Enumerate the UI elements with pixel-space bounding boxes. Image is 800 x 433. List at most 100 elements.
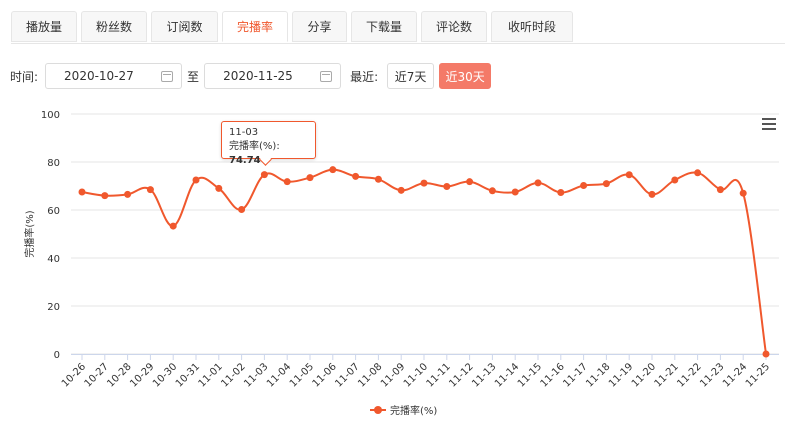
end-date-input[interactable]: 2020-11-25 [204, 63, 342, 89]
y-tick-label: 0 [54, 350, 60, 361]
date-filter-bar: 时间: 2020-10-27 至 2020-11-25 最近: 近7天 近30天 [10, 62, 492, 90]
x-tick-label: 11-17 [561, 361, 589, 389]
x-tick-label: 11-24 [721, 361, 749, 389]
data-point [488, 187, 496, 195]
data-point [192, 176, 200, 184]
x-tick-label: 11-18 [584, 361, 612, 389]
x-tick-label: 10-31 [174, 361, 202, 389]
x-tick-label: 10-28 [105, 361, 133, 389]
y-tick-label: 100 [41, 110, 60, 121]
data-point [511, 188, 519, 196]
data-point [238, 206, 246, 214]
x-tick-label: 10-30 [151, 361, 179, 389]
last-30-days-button[interactable]: 近30天 [439, 63, 492, 89]
start-date-input[interactable]: 2020-10-27 [45, 63, 183, 89]
x-tick-label: 11-04 [265, 361, 293, 389]
tooltip-date: 11-03 [229, 127, 259, 138]
to-label: 至 [187, 69, 200, 84]
data-point [602, 180, 610, 188]
recent-label: 最近: [350, 69, 379, 84]
tab-2[interactable]: 粉丝数 [81, 11, 147, 42]
x-tick-label: 11-23 [698, 361, 726, 389]
x-tick-label: 11-06 [311, 361, 339, 389]
x-tick-label: 11-19 [607, 361, 635, 389]
x-tick-label: 11-10 [402, 361, 430, 389]
x-tick-label: 11-21 [653, 361, 681, 389]
x-tick-label: 11-03 [242, 361, 270, 389]
x-tick-label: 11-07 [333, 361, 361, 389]
last-7-days-button[interactable]: 近7天 [387, 63, 435, 89]
data-point [101, 192, 109, 200]
data-point [215, 184, 223, 192]
x-tick-label: 11-05 [288, 361, 316, 389]
data-point [169, 222, 177, 230]
data-point [146, 186, 154, 194]
data-point [78, 188, 86, 196]
tab-5[interactable]: 分享 [292, 11, 347, 42]
y-tick-label: 20 [47, 302, 60, 313]
x-tick-label: 11-16 [539, 361, 567, 389]
tab-3[interactable]: 订阅数 [151, 11, 218, 42]
completion-rate-chart: 020406080100完播率(%)10-2610-2710-2810-2910… [23, 110, 779, 390]
data-point [694, 169, 702, 177]
tab-8[interactable]: 收听时段 [491, 11, 573, 42]
x-tick-label: 11-14 [493, 361, 521, 389]
y-tick-label: 80 [47, 158, 60, 169]
data-point [443, 182, 451, 190]
start-date-value: 2020-10-27 [64, 69, 134, 83]
x-tick-label: 11-09 [379, 361, 407, 389]
data-point [352, 172, 360, 180]
x-tick-label: 11-01 [197, 361, 225, 389]
data-point [648, 190, 656, 198]
data-point [625, 171, 633, 179]
data-point [580, 182, 588, 190]
x-tick-label: 11-12 [447, 361, 475, 389]
data-point [329, 166, 337, 174]
data-point [557, 188, 565, 196]
data-point [374, 175, 382, 183]
x-tick-label: 11-20 [630, 361, 658, 389]
data-point [283, 178, 291, 186]
tab-6[interactable]: 下载量 [351, 11, 417, 42]
x-tick-label: 10-27 [83, 361, 111, 389]
tooltip-value: 74.74 [229, 155, 261, 166]
data-point [671, 176, 679, 184]
end-date-value: 2020-11-25 [223, 69, 293, 83]
x-tick-label: 11-11 [425, 361, 453, 389]
series-line [81, 168, 767, 355]
tab-7[interactable]: 评论数 [421, 11, 487, 42]
calendar-icon[interactable] [320, 70, 333, 82]
x-tick-label: 11-22 [675, 361, 703, 389]
y-tick-label: 60 [47, 206, 60, 217]
legend-label: 完播率(%) [390, 406, 438, 417]
tooltip-line: 完播率(%): 74.74 [229, 141, 280, 166]
x-tick-label: 10-29 [128, 361, 156, 389]
data-point [534, 179, 542, 187]
calendar-icon[interactable] [161, 70, 174, 82]
metric-tabs: 播放量 粉丝数 订阅数 完播率 分享 下载量 评论数 收听时段 [11, 11, 577, 44]
y-axis-title: 完播率(%) [23, 210, 36, 257]
legend-line-marker-icon [370, 405, 386, 415]
data-point [739, 189, 747, 197]
tab-1[interactable]: 播放量 [11, 11, 77, 42]
data-point [124, 190, 132, 198]
x-tick-label: 11-13 [470, 361, 498, 389]
data-point [466, 178, 474, 186]
chart-legend[interactable]: 完播率(%) [370, 402, 437, 417]
tab-divider [11, 43, 785, 44]
data-point [306, 174, 314, 182]
time-label: 时间: [10, 69, 39, 84]
chart-menu-icon[interactable] [762, 118, 776, 130]
data-point [397, 186, 405, 194]
x-tick-label: 11-25 [744, 361, 772, 389]
data-point [420, 179, 428, 187]
y-tick-label: 40 [47, 254, 60, 265]
x-tick-label: 11-02 [219, 361, 247, 389]
x-tick-label: 11-08 [356, 361, 384, 389]
tooltip-series: 完播率(%) [229, 141, 277, 152]
data-point [260, 171, 268, 179]
chart-tooltip: 11-03 完播率(%): 74.74 [221, 121, 316, 166]
data-point [762, 350, 770, 358]
tab-4[interactable]: 完播率 [222, 11, 288, 42]
x-tick-label: 11-15 [516, 361, 544, 389]
